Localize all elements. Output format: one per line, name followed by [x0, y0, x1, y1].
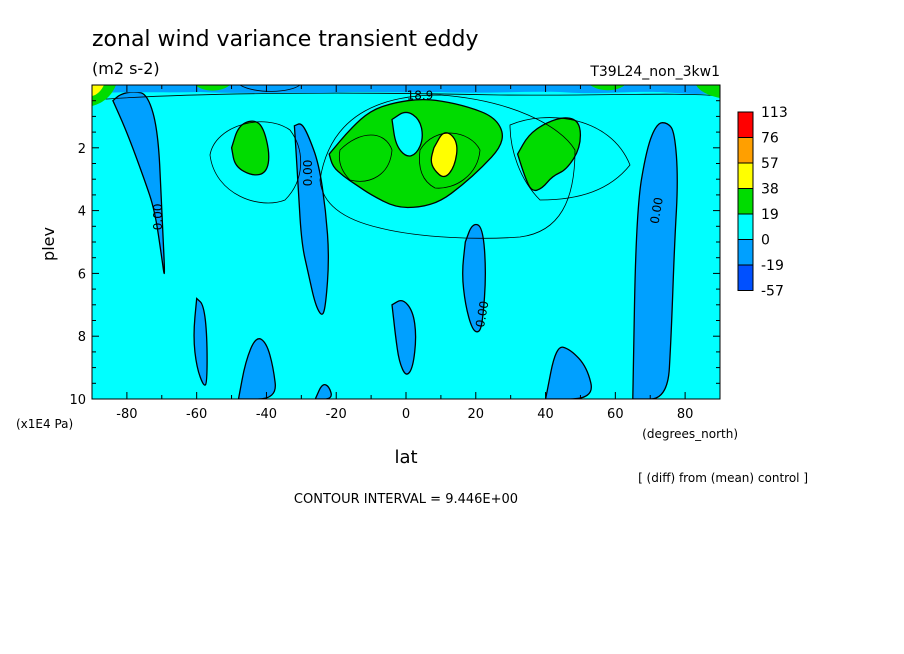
legend-level-label: 76	[761, 131, 779, 147]
contour-region-negative	[462, 223, 486, 333]
chart-subtitle: (m2 s-2)	[92, 59, 160, 78]
contour-region-negative	[193, 297, 208, 386]
legend-level-label: 57	[761, 156, 779, 172]
y-axis-label: plev	[39, 227, 58, 261]
y-axis-units: (x1E4 Pa)	[16, 417, 73, 431]
x-tick-label: 20	[468, 407, 485, 422]
contour-region-negative	[391, 299, 417, 375]
x-tick-label: -40	[256, 407, 277, 422]
y-tick-label: 6	[78, 267, 86, 282]
x-tick-label: -80	[116, 407, 137, 422]
y-tick-label: 4	[78, 205, 86, 220]
legend-swatch	[737, 111, 754, 138]
contour-interval: CONTOUR INTERVAL = 9.446E+00	[294, 492, 518, 507]
x-tick-label: 60	[607, 407, 624, 422]
contour-line	[209, 121, 302, 204]
contour-region-interior	[391, 111, 423, 157]
contour-region-negative	[112, 91, 166, 275]
legend-level-label: 19	[761, 207, 779, 223]
contour-region-high	[430, 132, 458, 178]
legend-swatch	[737, 162, 754, 189]
upper-layer-band	[590, 85, 625, 91]
x-tick-label: 80	[677, 407, 694, 422]
x-tick-label: -60	[186, 407, 207, 422]
legend-swatch	[737, 239, 754, 266]
contour-label: 0.00	[647, 196, 665, 225]
legend-level-label: 0	[761, 233, 770, 249]
color-legend: 113 76 57 38 19 0 -19 -57	[737, 105, 788, 300]
y-tick-label: 10	[69, 393, 86, 408]
contour-region-negative	[293, 123, 329, 315]
legend-level-label: 113	[761, 105, 788, 121]
run-label: T39L24_non_3kw1	[589, 64, 720, 80]
contour-line	[509, 117, 631, 201]
legend-swatch	[737, 188, 754, 215]
legend-swatch	[737, 264, 754, 291]
x-axis-label: lat	[394, 447, 417, 468]
comparison-note: [ (diff) from (mean) control ]	[638, 471, 808, 485]
legend-level-label: -19	[761, 258, 784, 274]
contour-label: 18.9	[407, 88, 434, 102]
chart-title: zonal wind variance transient eddy	[92, 27, 479, 52]
contour-region-positive	[516, 117, 582, 192]
contour-label: 0.00	[301, 160, 315, 187]
legend-level-label: 38	[761, 182, 779, 198]
y-tick-label: 2	[78, 142, 86, 157]
upper-layer-band	[696, 85, 720, 98]
contour-label: 0.00	[151, 204, 165, 231]
contour-line	[319, 94, 576, 239]
contour-line	[338, 134, 393, 182]
contour-label: 0.00	[473, 300, 491, 329]
x-tick-label: 0	[402, 407, 410, 422]
contour-region-positive	[230, 120, 270, 176]
legend-swatch	[737, 213, 754, 240]
contour-region-negative	[314, 383, 332, 399]
y-tick-label: 8	[78, 330, 86, 345]
upper-layer-band	[195, 85, 230, 91]
contour-region-negative	[544, 346, 592, 399]
plot-area: 0.00 0.00 0.00 0.00 18.9	[91, 84, 721, 400]
x-tick-label: 40	[537, 407, 554, 422]
contour-line	[418, 132, 481, 189]
legend-swatch	[737, 137, 754, 164]
x-tick-label: -20	[326, 407, 347, 422]
contour-line	[92, 92, 720, 101]
upper-layer-band	[92, 85, 104, 96]
legend-level-label: -57	[761, 284, 784, 300]
y-axis-tick-labels: 2 4 6 8 10	[69, 142, 86, 408]
x-axis-tick-labels: -80 -60 -40 -20 0 20 40 60 80	[116, 407, 693, 422]
contour-region-negative	[632, 122, 678, 399]
x-axis-units: (degrees_north)	[642, 427, 738, 441]
